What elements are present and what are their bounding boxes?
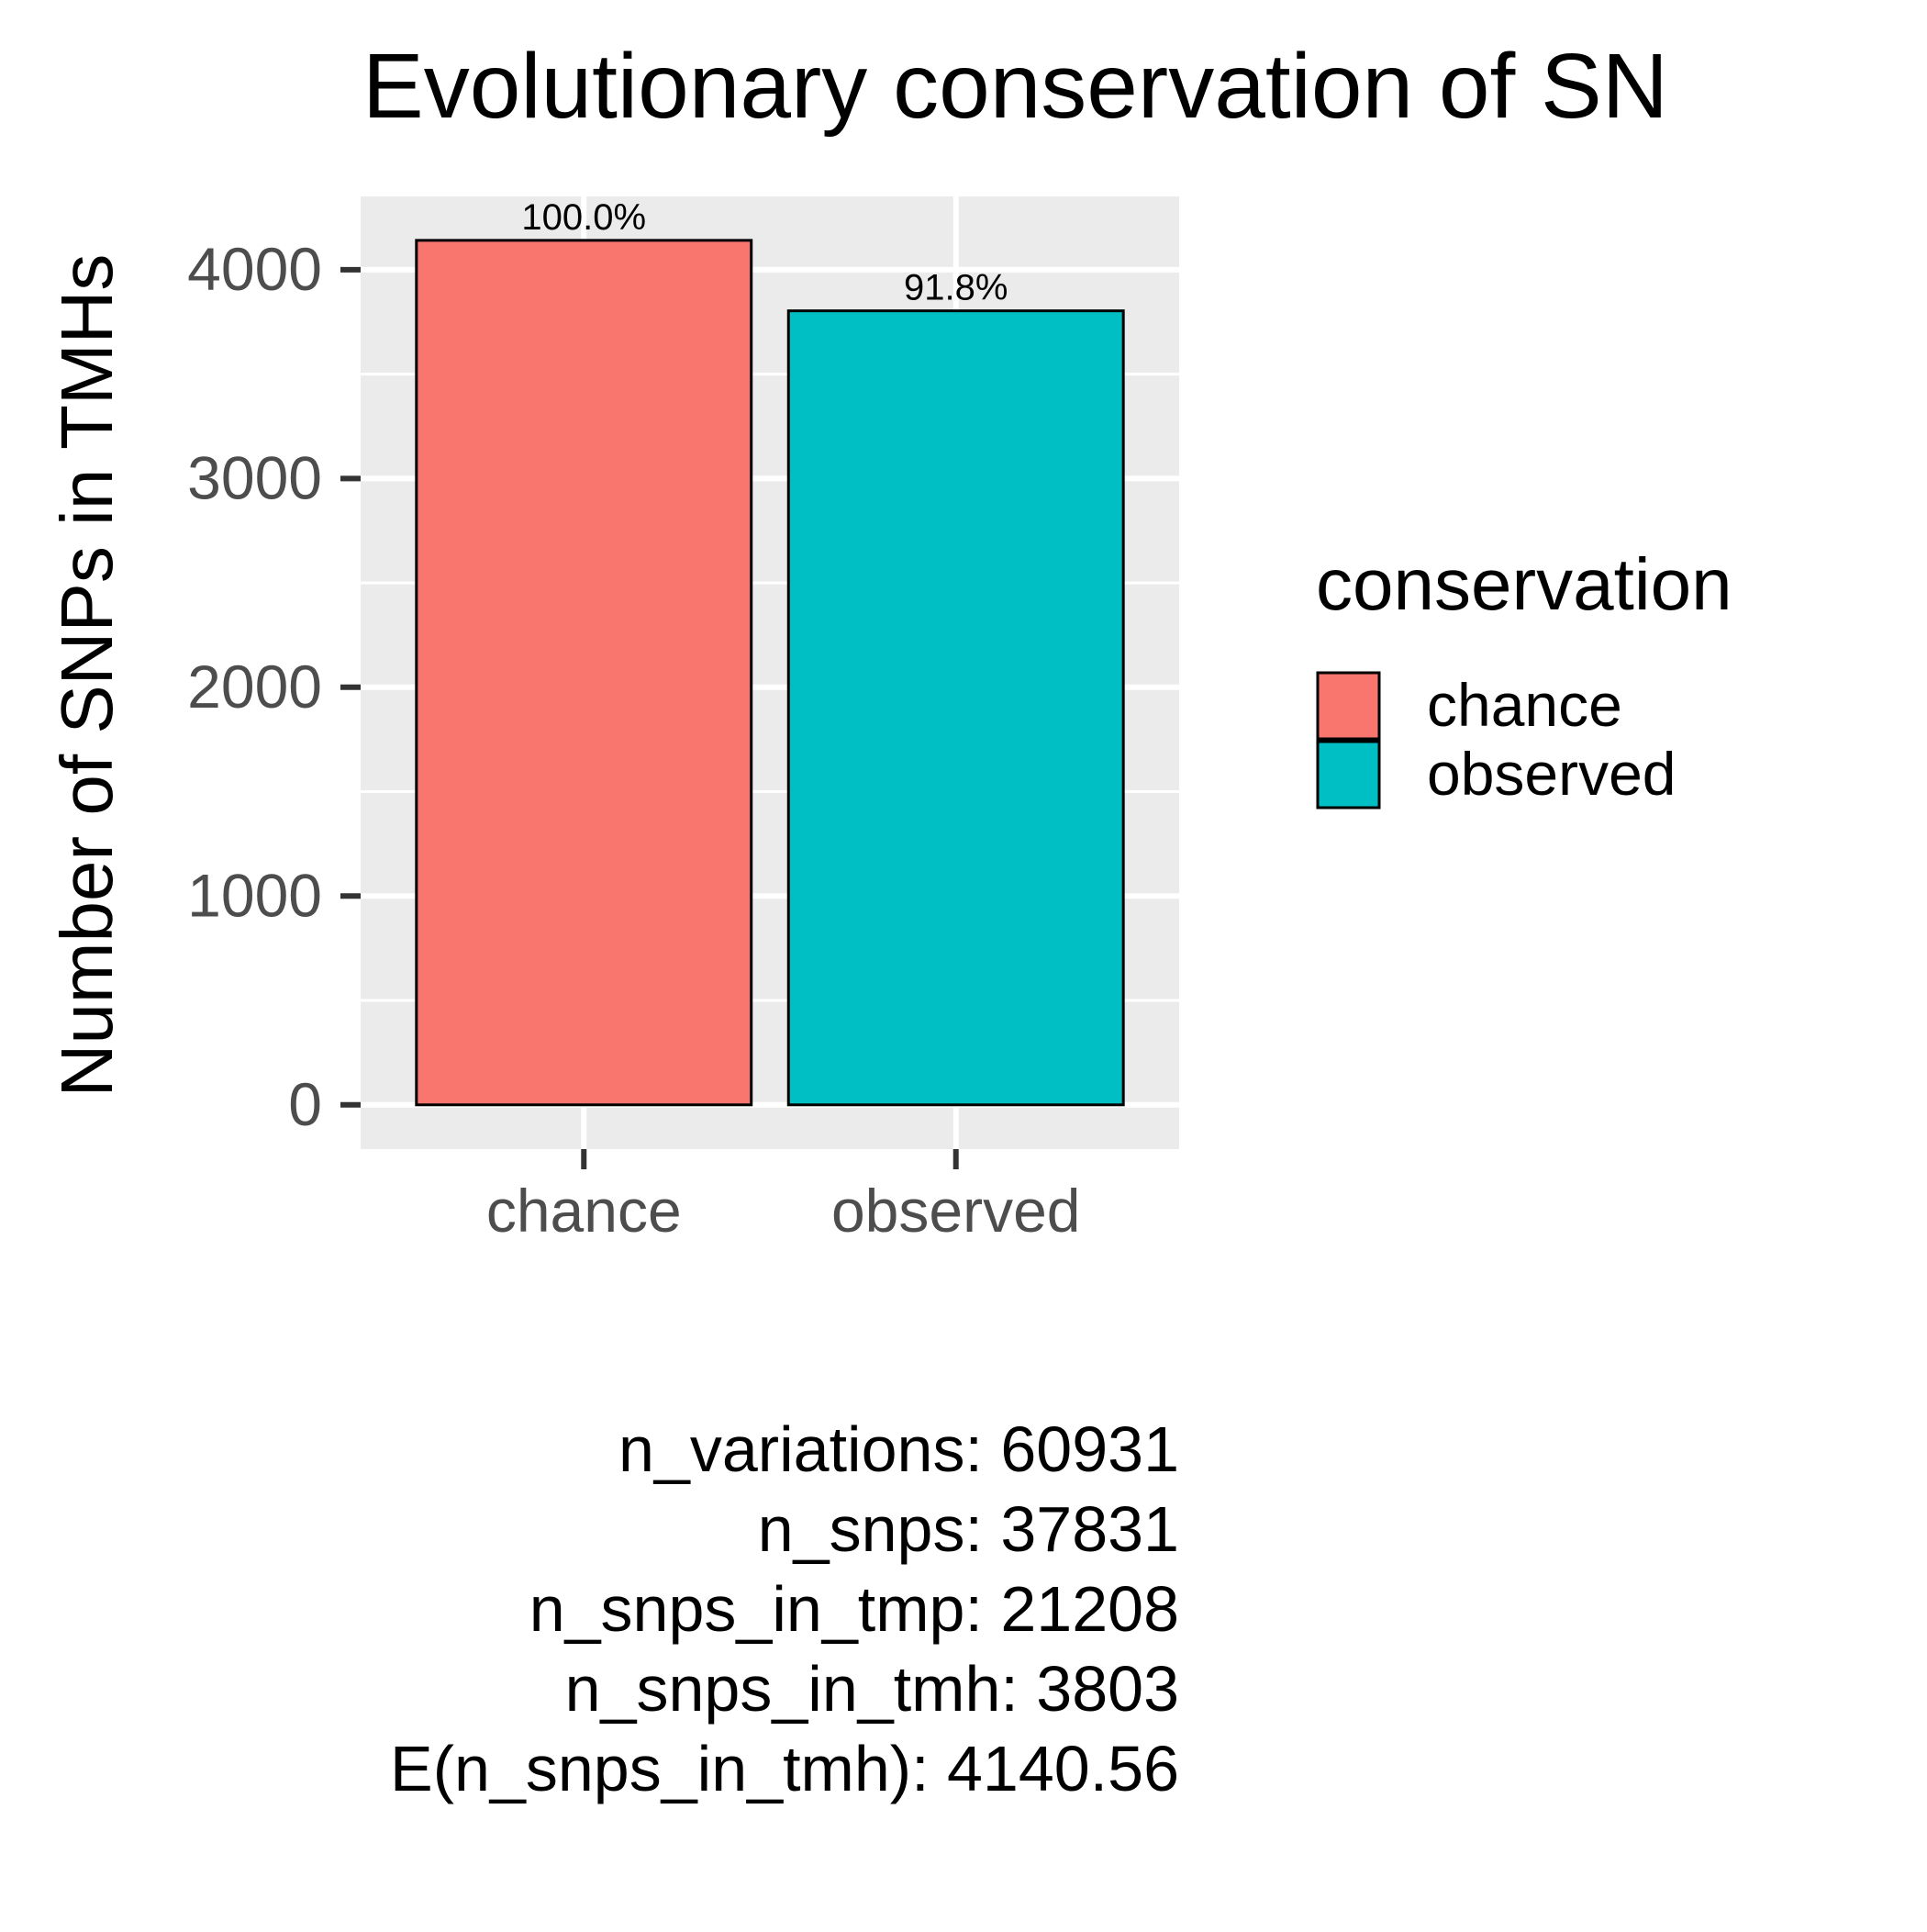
x-tick-label: observed [831, 1177, 1081, 1245]
bar-chance [415, 239, 753, 1107]
legend-key-observed [1316, 740, 1381, 810]
caption-line: n_snps_in_tmp: 21208 [529, 1573, 1179, 1645]
caption-line: n_variations: 60931 [618, 1413, 1179, 1485]
legend-label: observed [1427, 740, 1676, 808]
bar-observed [786, 309, 1125, 1107]
y-tick-label: 3000 [187, 443, 322, 511]
legend-title: conservation [1316, 543, 1732, 625]
legend-key-chance [1316, 671, 1381, 741]
axes: 0 1000 2000 3000 4000 chance observed [187, 235, 1080, 1245]
y-tick-label: 0 [288, 1070, 322, 1138]
bar-labels: 100.0% 91.8% [521, 197, 1008, 308]
y-axis-label: Number of SNPs in TMHs [46, 254, 128, 1098]
bars [415, 239, 1125, 1107]
y-tick-label: 4000 [187, 235, 322, 303]
chart-title: Evolutionary conservation of SN [362, 35, 1668, 138]
legend-label: chance [1427, 671, 1622, 739]
summary-caption: n_variations: 60931 n_snps: 37831 n_snps_i… [390, 1413, 1179, 1804]
y-tick-label: 2000 [187, 653, 322, 720]
bar-value-label: 91.8% [904, 268, 1008, 308]
y-tick-label: 1000 [187, 861, 322, 929]
caption-line: n_snps: 37831 [758, 1493, 1179, 1565]
x-tick-label: chance [486, 1177, 682, 1245]
caption-line: n_snps_in_tmh: 3803 [565, 1653, 1179, 1725]
caption-line: E(n_snps_in_tmh): 4140.56 [390, 1733, 1179, 1804]
bar-value-label: 100.0% [521, 197, 646, 238]
